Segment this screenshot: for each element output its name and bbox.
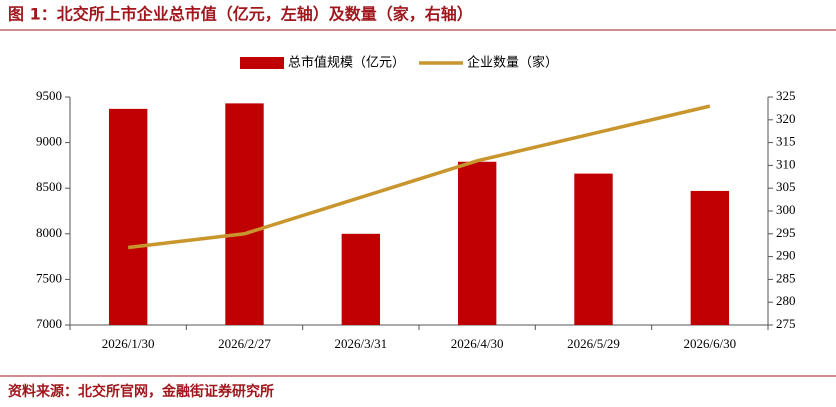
y-tick-label: 8000: [36, 225, 62, 240]
line: [127, 104, 711, 250]
y2-tick-label: 275: [776, 316, 796, 331]
y-tick-label: 9000: [36, 134, 62, 149]
y-tick-label: 7500: [36, 270, 62, 285]
y2-tick-label: 315: [776, 134, 796, 149]
legend-label: 总市值规模（亿元）: [288, 55, 405, 71]
y2-tick-label: 320: [776, 111, 796, 126]
y2-tick-label: 290: [776, 248, 796, 263]
y2-tick-label: 285: [776, 270, 796, 285]
x-tick-label: 2026/3/31: [334, 336, 387, 351]
x-tick-label: 2026/4/30: [451, 336, 504, 351]
bar: [341, 233, 381, 325]
y2-tick-label: 280: [776, 293, 796, 308]
x-tick-label: 2026/6/30: [683, 336, 736, 351]
bar: [574, 173, 613, 325]
y-tick-label: 9500: [36, 88, 62, 103]
y2-tick-label: 295: [776, 225, 796, 240]
y2-tick-label: 325: [776, 88, 796, 103]
legend-label: 企业数量（家）: [467, 55, 558, 71]
y2-tick-label: 300: [776, 202, 796, 217]
bar: [690, 190, 730, 325]
x-tick-label: 2026/1/30: [102, 336, 155, 351]
y2-tick-label: 310: [776, 156, 796, 171]
x-tick-label: 2026/5/29: [567, 336, 620, 351]
x-tick-label: 2026/2/27: [218, 336, 271, 351]
bar: [108, 108, 148, 325]
legend-swatch: [240, 57, 284, 69]
y-tick-label: 7000: [36, 316, 62, 331]
y2-tick-label: 305: [776, 179, 796, 194]
bar: [457, 161, 497, 325]
chart-title: 图 1：北交所上市企业总市值（亿元，左轴）及数量（家，右轴）: [8, 5, 473, 24]
y-tick-label: 8500: [36, 179, 62, 194]
bar: [225, 103, 264, 325]
source-note: 资料来源：北交所官网，金融街证券研究所: [8, 383, 274, 400]
